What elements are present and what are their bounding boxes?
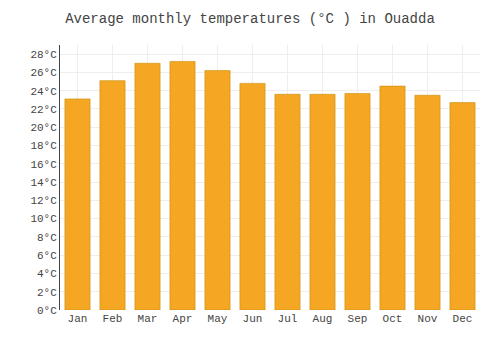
svg-text:18°C: 18°C [30, 140, 57, 152]
svg-text:Sep: Sep [348, 313, 368, 325]
svg-text:20°C: 20°C [30, 122, 57, 134]
svg-text:4°C: 4°C [37, 268, 57, 280]
svg-text:Jan: Jan [68, 313, 88, 325]
svg-text:10°C: 10°C [30, 213, 57, 225]
svg-text:28°C: 28°C [30, 49, 57, 61]
svg-text:26°C: 26°C [30, 67, 57, 79]
svg-text:22°C: 22°C [30, 104, 57, 116]
svg-text:Jun: Jun [243, 313, 263, 325]
svg-text:Dec: Dec [453, 313, 473, 325]
svg-text:16°C: 16°C [30, 159, 57, 171]
svg-text:Average monthly temperatures (: Average monthly temperatures (°C ) in Ou… [65, 11, 435, 27]
svg-text:Apr: Apr [173, 313, 193, 325]
svg-text:24°C: 24°C [30, 86, 57, 98]
svg-text:12°C: 12°C [30, 195, 57, 207]
svg-text:14°C: 14°C [30, 177, 57, 189]
svg-text:0°C: 0°C [37, 305, 57, 317]
svg-text:8°C: 8°C [37, 232, 57, 244]
svg-text:May: May [208, 313, 228, 325]
svg-text:Nov: Nov [418, 313, 438, 325]
svg-text:Mar: Mar [138, 313, 158, 325]
svg-text:Jul: Jul [278, 313, 298, 325]
svg-text:6°C: 6°C [37, 250, 57, 262]
svg-text:2°C: 2°C [37, 287, 57, 299]
svg-text:Feb: Feb [103, 313, 123, 325]
svg-text:Oct: Oct [383, 313, 403, 325]
svg-text:Aug: Aug [313, 313, 333, 325]
